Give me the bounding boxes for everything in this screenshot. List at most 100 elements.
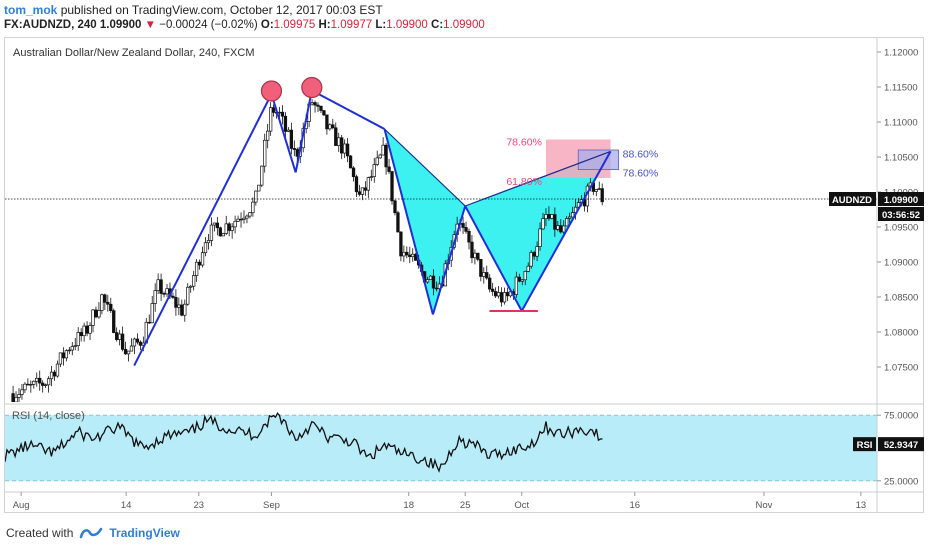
- time-tick-label: 16: [629, 500, 640, 511]
- price-tick-label: 1.08000: [884, 328, 918, 339]
- candle-body: [38, 377, 42, 384]
- rsi-tag: RSI: [857, 440, 873, 451]
- candle-body: [260, 165, 264, 186]
- candle-body: [372, 164, 376, 178]
- fib-blue-label: 88.60%: [623, 149, 659, 161]
- candle-body: [94, 309, 98, 318]
- candle-body: [425, 279, 430, 283]
- candle-body: [482, 272, 486, 277]
- candle-body: [289, 129, 294, 149]
- rsi-line: [5, 412, 603, 473]
- candle-body: [115, 332, 119, 340]
- candle-body: [100, 294, 104, 311]
- candle-body: [103, 294, 107, 303]
- candle-body: [156, 279, 160, 291]
- candle-body: [345, 143, 350, 157]
- harmonic-pattern-leg: [383, 128, 434, 315]
- candle-body: [206, 240, 211, 244]
- fib-blue-label: 78.60%: [623, 167, 659, 179]
- time-tick-label: 14: [121, 500, 132, 511]
- candle-body: [112, 310, 116, 333]
- footer: Created with TradingView: [6, 526, 180, 540]
- price-tick-label: 1.10500: [884, 153, 918, 164]
- price-tick-label: 1.09000: [884, 258, 918, 269]
- tradingview-logo-icon: [80, 527, 103, 539]
- candle-body: [91, 309, 95, 326]
- candle-body: [325, 114, 329, 130]
- candle-body: [183, 303, 187, 316]
- tradingview-brand[interactable]: TradingView: [109, 526, 180, 540]
- candle-body: [35, 377, 39, 382]
- candle-body: [120, 333, 125, 350]
- fib-pink-label: 78.60%: [506, 137, 542, 149]
- candle-body: [280, 111, 285, 117]
- candle-body: [470, 241, 474, 259]
- candle-body: [29, 384, 33, 386]
- low-value: 1.09900: [386, 19, 428, 31]
- candle-body: [594, 189, 598, 192]
- candle-body: [106, 301, 110, 305]
- candle-body: [505, 292, 510, 297]
- pink-top-marker: [260, 80, 283, 102]
- candle-body: [292, 148, 296, 150]
- candle-body: [221, 233, 225, 237]
- candle-body: [493, 291, 498, 297]
- candle-body: [174, 297, 178, 308]
- rsi-tag-bg: [853, 437, 876, 452]
- candle-body: [97, 310, 101, 318]
- time-tick-label: Aug: [13, 500, 30, 511]
- high-value: 1.09977: [330, 19, 373, 31]
- candle-body: [378, 154, 382, 159]
- candle-body: [138, 341, 143, 346]
- candle-body: [79, 332, 83, 337]
- rsi-title: RSI (14, close): [12, 410, 85, 422]
- time-tick-label: 13: [856, 500, 867, 511]
- candle-body: [535, 246, 539, 257]
- time-tick-label: Sep: [263, 500, 280, 511]
- candle-body: [283, 115, 288, 132]
- harmonic-pattern-leg: [431, 205, 467, 315]
- candle-body: [17, 394, 21, 398]
- candle-body: [200, 252, 205, 266]
- countdown-tag-bg: [878, 207, 924, 221]
- symbol-label: FX:AUDNZD, 240: [4, 19, 97, 31]
- candle-body: [61, 352, 66, 359]
- symbol-tag-bg: [829, 192, 876, 206]
- candle-body: [559, 225, 563, 233]
- candle-body: [408, 254, 412, 258]
- harmonic-pattern-leg: [270, 93, 297, 173]
- candle-body: [402, 251, 406, 257]
- price-tick-label: 1.11000: [884, 118, 918, 129]
- username-link[interactable]: tom_mok: [4, 3, 58, 17]
- candle-body: [109, 303, 113, 312]
- price-tick-label: 1.08500: [884, 293, 918, 304]
- candle-body: [562, 225, 566, 233]
- candle-body: [411, 253, 415, 258]
- open-label: O:: [260, 19, 274, 31]
- candle-body: [366, 177, 370, 191]
- candle-body: [23, 383, 27, 391]
- candle-body: [357, 191, 362, 195]
- candle-body: [64, 350, 69, 359]
- candle-body: [239, 218, 243, 221]
- last-price: 1.09900: [99, 19, 142, 31]
- candle-body: [129, 345, 134, 352]
- candle-body: [266, 130, 270, 141]
- candle-body: [532, 252, 536, 257]
- candle-body: [570, 212, 575, 218]
- candle-body: [517, 276, 521, 282]
- publish-line: tom_mok published on TradingView.com, Oc…: [4, 3, 383, 17]
- symbol-tag: AUDNZD: [832, 195, 872, 206]
- candle-body: [254, 190, 258, 203]
- high-label: H:: [318, 19, 331, 31]
- candle-body: [162, 293, 166, 295]
- candle-body: [399, 231, 403, 257]
- candle-body: [233, 220, 237, 228]
- candle-body: [354, 176, 359, 193]
- candle-body: [271, 107, 276, 113]
- candle-body: [11, 393, 15, 402]
- ohlc-line: FX:AUDNZD, 240 1.09900 ▼ −0.00024 (−0.02…: [4, 19, 485, 31]
- candle-body: [132, 338, 137, 347]
- candle-body: [479, 259, 483, 277]
